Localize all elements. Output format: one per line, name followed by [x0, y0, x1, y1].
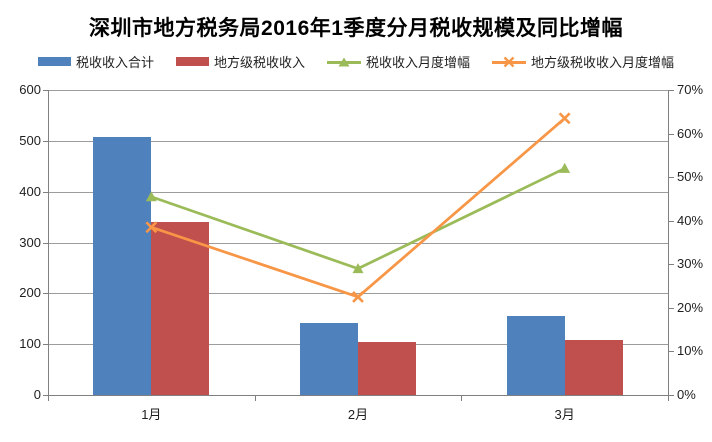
y-axis-right-tick: [669, 133, 674, 135]
bar-series1-cat1: [358, 342, 416, 395]
y-axis-right-label: 20%: [677, 299, 704, 315]
legend-line-swatch-icon: [492, 55, 527, 69]
y-axis-left-tick: [43, 140, 48, 142]
y-axis-left-tick: [43, 293, 48, 295]
y-axis-left-label: 500: [19, 132, 41, 148]
y-axis-right-tick: [669, 351, 674, 353]
y-axis-left-label: 100: [19, 336, 41, 352]
legend-bar-swatch-icon: [37, 57, 71, 66]
legend-item-series3: 地方级税收收入月度增幅: [492, 52, 674, 71]
line-series0: [150, 167, 566, 271]
bar-series0-cat2: [506, 316, 565, 395]
y-axis-right-tick: [669, 90, 674, 91]
legend-item-series1: 地方级税收收入: [175, 52, 305, 71]
y-axis-left-label: 200: [19, 285, 41, 301]
x-marker-cat2: [558, 112, 571, 125]
y-axis-right-label: 50%: [677, 169, 704, 185]
legend-item-series2: 税收收入月度增幅: [327, 52, 470, 71]
y-axis-right-label: 30%: [677, 256, 704, 272]
legend: 税收收入合计 地方级税收收入 税收收入月度增幅 地方级税收收入月度增幅: [0, 52, 712, 71]
y-axis-right-tick: [669, 220, 674, 222]
y-axis-right-line: [668, 90, 669, 395]
legend-label: 地方级税收收入: [213, 55, 305, 70]
x-axis-label: 1月: [141, 407, 162, 422]
x-marker-icon: [503, 56, 515, 67]
y-axis-left-line: [48, 90, 49, 395]
x-axis-tick: [461, 396, 463, 401]
legend-line-swatch-icon: [327, 55, 361, 69]
legend-bar-swatch-icon: [175, 57, 209, 66]
y-axis-left-tick: [43, 191, 48, 193]
x-axis-tick: [48, 396, 49, 401]
bar-series1-cat0: [151, 221, 210, 395]
legend-item-series0: 税收收入合计: [37, 52, 154, 71]
y-axis-right-label: 10%: [677, 343, 704, 359]
line-series1: [150, 117, 566, 299]
legend-label: 税收收入月度增幅: [366, 55, 471, 70]
y-axis-right-tick: [669, 177, 674, 179]
y-axis-left-tick: [43, 344, 48, 346]
gridline: [48, 90, 668, 91]
triangle-marker-cat2: [559, 162, 571, 173]
bar-series0-cat0: [93, 137, 152, 395]
y-axis-left-label: 300: [19, 234, 41, 250]
triangle-marker-icon: [338, 57, 350, 66]
y-axis-left-label: 600: [19, 82, 41, 97]
y-axis-left-tick: [43, 242, 48, 244]
legend-label: 税收收入合计: [75, 55, 154, 70]
legend-label: 地方级税收收入月度增幅: [531, 55, 675, 70]
y-axis-right-tick: [669, 395, 674, 396]
y-axis-right-label: 0%: [677, 387, 696, 402]
y-axis-right-tick: [669, 264, 674, 266]
y-axis-right-label: 70%: [677, 82, 704, 97]
x-axis-line: [48, 395, 669, 396]
x-axis-tick: [254, 396, 256, 401]
y-axis-left-tick: [43, 90, 48, 91]
triangle-marker-cat1: [352, 263, 364, 274]
y-axis-left-tick: [43, 395, 48, 396]
y-axis-right-label: 40%: [677, 212, 704, 228]
x-axis-label: 2月: [347, 407, 369, 422]
y-axis-right-tick: [669, 307, 674, 309]
bar-series1-cat2: [564, 340, 623, 395]
y-axis-right-label: 60%: [677, 125, 704, 141]
y-axis-left-label: 400: [19, 183, 41, 199]
bar-series0-cat1: [300, 323, 358, 395]
y-axis-left-label: 0: [33, 387, 41, 402]
x-axis-tick: [668, 396, 669, 401]
x-axis-label: 3月: [554, 407, 575, 422]
chart-title: 深圳市地方税务局2016年1季度分月税收规模及同比增幅: [89, 17, 623, 40]
